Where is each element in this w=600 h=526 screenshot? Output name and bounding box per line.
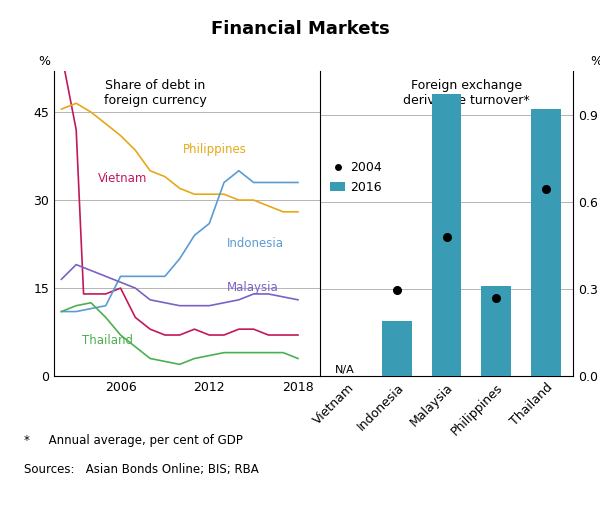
Text: Foreign exchange
derivative turnover*: Foreign exchange derivative turnover* bbox=[403, 78, 530, 107]
Text: Malaysia: Malaysia bbox=[227, 281, 279, 294]
Text: Philippines: Philippines bbox=[182, 143, 247, 156]
Text: Financial Markets: Financial Markets bbox=[211, 20, 389, 38]
Bar bbox=[382, 321, 412, 376]
Text: Indonesia: Indonesia bbox=[227, 237, 284, 250]
Text: *     Annual average, per cent of GDP: * Annual average, per cent of GDP bbox=[24, 434, 243, 447]
Text: %: % bbox=[38, 55, 50, 68]
Bar bbox=[531, 109, 560, 376]
Legend: 2004, 2016: 2004, 2016 bbox=[325, 156, 387, 199]
Text: N/A: N/A bbox=[335, 365, 355, 375]
Text: Vietnam: Vietnam bbox=[98, 173, 148, 186]
Bar bbox=[481, 286, 511, 376]
Text: %: % bbox=[590, 55, 600, 68]
Text: Sources:   Asian Bonds Online; BIS; RBA: Sources: Asian Bonds Online; BIS; RBA bbox=[24, 463, 259, 476]
Text: Thailand: Thailand bbox=[82, 334, 133, 347]
Bar bbox=[432, 94, 461, 376]
Text: Share of debt in
foreign currency: Share of debt in foreign currency bbox=[104, 78, 206, 107]
